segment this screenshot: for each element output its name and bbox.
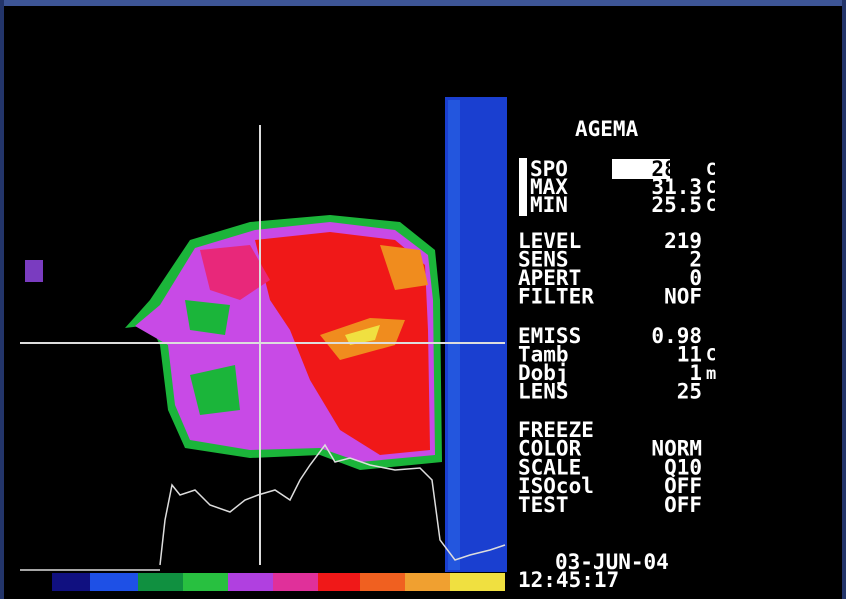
scale-step xyxy=(318,573,360,591)
field-label: MIN xyxy=(530,193,568,217)
field-unit: C xyxy=(706,196,716,216)
scale-step xyxy=(228,573,273,591)
measurement-bracket xyxy=(519,158,527,216)
field-value: OFF xyxy=(664,493,702,517)
field-value: 25 xyxy=(677,380,702,404)
field-value: NOF xyxy=(664,285,702,309)
top-frame xyxy=(0,0,846,6)
cool-zone xyxy=(185,300,230,335)
time: 12:45:17 xyxy=(518,568,619,592)
reference-strip-edge xyxy=(448,100,460,570)
scale-step xyxy=(183,573,228,591)
marker-blob xyxy=(25,260,43,282)
field-unit: C xyxy=(706,160,716,180)
scale-step xyxy=(52,573,90,591)
field-unit: C xyxy=(706,346,716,366)
field-label: FILTER xyxy=(518,285,594,309)
scale-step xyxy=(138,573,183,591)
scale-step xyxy=(273,573,318,591)
field-unit: m xyxy=(706,364,716,384)
thermal-screen: AGEMA 03-JUN-04 12:45:17 SPO28.5CMAX31.3… xyxy=(0,0,846,599)
device-title: AGEMA xyxy=(575,117,639,141)
scale-step xyxy=(360,573,405,591)
field-label: TEST xyxy=(518,493,569,517)
field-unit: C xyxy=(706,178,716,198)
scale-step xyxy=(450,573,505,591)
field-value: 25.5 xyxy=(651,193,702,217)
right-frame xyxy=(842,0,846,599)
scale-step xyxy=(405,573,450,591)
color-scale xyxy=(52,573,505,591)
field-label: LENS xyxy=(518,380,569,404)
scale-step xyxy=(90,573,138,591)
page: AGEMA 03-JUN-04 12:45:17 SPO28.5CMAX31.3… xyxy=(0,0,846,599)
left-frame xyxy=(0,0,4,599)
